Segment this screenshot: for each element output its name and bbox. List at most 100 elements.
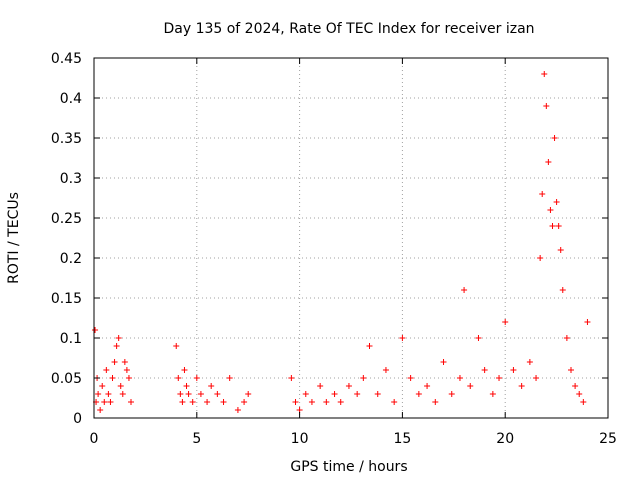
data-point <box>533 375 540 381</box>
data-point <box>97 407 104 413</box>
data-point <box>173 343 180 349</box>
data-point <box>539 191 546 197</box>
data-point <box>526 359 533 365</box>
data-point <box>234 407 241 413</box>
data-point <box>481 367 488 373</box>
data-point <box>331 391 338 397</box>
y-axis-label: ROTI / TECUs <box>6 192 22 284</box>
data-points <box>92 71 591 413</box>
data-point <box>92 327 99 333</box>
data-point <box>220 399 227 405</box>
data-point <box>496 375 503 381</box>
data-point <box>101 399 108 405</box>
data-point <box>185 391 192 397</box>
data-point <box>576 391 583 397</box>
data-point <box>555 223 562 229</box>
data-point <box>461 287 468 293</box>
data-point <box>366 343 373 349</box>
data-point <box>537 255 544 261</box>
data-point <box>572 383 579 389</box>
data-point <box>292 399 299 405</box>
data-point <box>183 383 190 389</box>
data-point <box>302 391 309 397</box>
data-point <box>177 391 184 397</box>
data-point <box>510 367 517 373</box>
y-tick-label: 0.05 <box>51 371 82 387</box>
data-point <box>563 335 570 341</box>
x-tick-label: 0 <box>90 431 99 447</box>
y-tick-label: 0.1 <box>60 331 82 347</box>
data-point <box>432 399 439 405</box>
x-tick-label: 5 <box>192 431 201 447</box>
data-point <box>189 399 196 405</box>
axes <box>93 57 609 419</box>
data-point <box>179 399 186 405</box>
data-point <box>553 199 560 205</box>
data-point <box>123 367 130 373</box>
tick-labels: 0 0.05 0.1 0.15 0.2 0.25 0.3 0.35 0.4 0.45 0 5 10 15 2… <box>51 51 617 447</box>
data-point <box>374 391 381 397</box>
y-tick-label: 0.45 <box>51 51 82 67</box>
data-point <box>204 399 211 405</box>
data-point <box>547 207 554 213</box>
data-point <box>197 391 204 397</box>
data-point <box>407 375 414 381</box>
data-point <box>541 71 548 77</box>
data-point <box>115 335 122 341</box>
data-point <box>567 367 574 373</box>
y-tick-label: 0.25 <box>51 211 82 227</box>
data-point <box>584 319 591 325</box>
data-point <box>545 159 552 165</box>
data-point <box>456 375 463 381</box>
chart-title: Day 135 of 2024, Rate Of TEC Index for r… <box>163 21 534 37</box>
data-point <box>382 367 389 373</box>
x-axis-label: GPS time / hours <box>290 459 407 475</box>
data-point <box>245 391 252 397</box>
y-tick-label: 0 <box>73 411 82 427</box>
data-point <box>489 391 496 397</box>
x-tick-label: 25 <box>599 431 617 447</box>
data-point <box>241 399 248 405</box>
x-tick-label: 15 <box>393 431 411 447</box>
y-tick-label: 0.15 <box>51 291 82 307</box>
data-point <box>549 223 556 229</box>
data-point <box>111 359 118 365</box>
data-point <box>95 391 102 397</box>
data-point <box>518 383 525 389</box>
data-point <box>559 287 566 293</box>
data-point <box>354 391 361 397</box>
data-point <box>117 383 124 389</box>
data-point <box>440 359 447 365</box>
data-point <box>105 391 112 397</box>
data-point <box>448 391 455 397</box>
data-point <box>337 399 344 405</box>
data-point <box>288 375 295 381</box>
data-point <box>226 375 233 381</box>
plot-border <box>93 57 609 419</box>
data-point <box>125 375 132 381</box>
y-tick-label: 0.35 <box>51 131 82 147</box>
data-point <box>502 319 509 325</box>
data-point <box>109 375 116 381</box>
data-point <box>543 103 550 109</box>
y-tick-label: 0.2 <box>60 251 82 267</box>
data-point <box>103 367 110 373</box>
data-point <box>107 399 114 405</box>
data-point <box>399 335 406 341</box>
data-point <box>360 375 367 381</box>
y-tick-label: 0.4 <box>60 91 82 107</box>
y-tick-label: 0.3 <box>60 171 82 187</box>
data-point <box>119 391 126 397</box>
data-point <box>551 135 558 141</box>
data-point <box>175 375 182 381</box>
data-point <box>415 391 422 397</box>
x-tick-label: 20 <box>496 431 514 447</box>
data-point <box>128 399 135 405</box>
data-point <box>181 367 188 373</box>
data-point <box>557 247 564 253</box>
data-point <box>345 383 352 389</box>
data-point <box>214 391 221 397</box>
data-point <box>391 399 398 405</box>
data-point <box>193 375 200 381</box>
